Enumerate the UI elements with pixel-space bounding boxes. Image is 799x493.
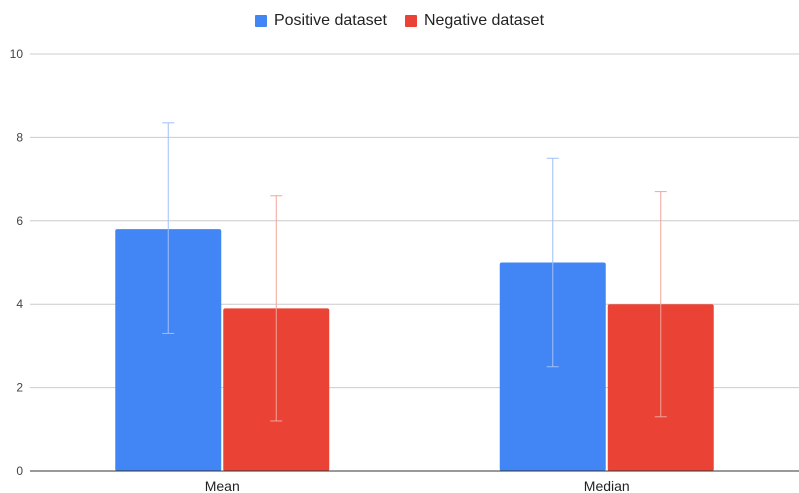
y-axis-ticks: 0 2 4 6 8 10 [10,47,24,478]
y-tick-label: 4 [16,297,23,311]
legend-swatch-negative [404,15,417,27]
legend-swatch-positive [254,15,267,27]
y-tick-label: 2 [16,381,23,395]
y-tick-label: 10 [10,47,24,61]
chart-legend: Positive dataset Negative dataset [0,10,799,32]
bar-positive-mean [115,229,222,471]
legend-label-positive: Positive dataset [273,12,387,29]
bars [115,229,714,471]
y-tick-label: 8 [16,130,23,144]
x-category-label: Median [584,478,630,493]
legend-label-negative: Negative dataset [423,12,545,29]
y-tick-label: 6 [16,214,23,228]
x-axis-categories: Mean Median [205,478,630,493]
legend-item-negative: Negative dataset [404,12,545,30]
y-tick-label: 0 [16,464,23,478]
error-bars [162,122,667,422]
legend-item-positive: Positive dataset [254,12,387,30]
x-category-label: Mean [205,478,240,493]
